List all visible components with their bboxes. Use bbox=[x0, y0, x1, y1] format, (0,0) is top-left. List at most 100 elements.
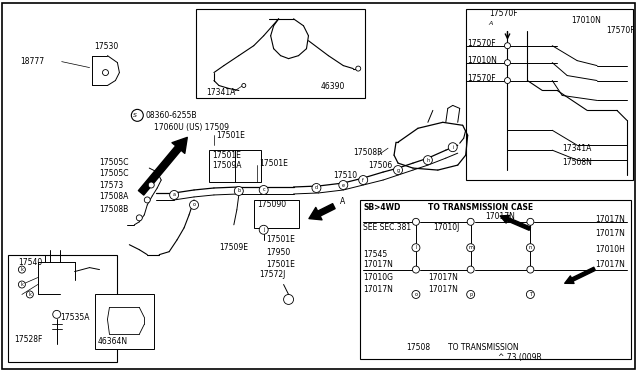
Text: 17530: 17530 bbox=[95, 42, 119, 51]
Text: 17508: 17508 bbox=[406, 343, 430, 352]
Text: 17535A: 17535A bbox=[60, 313, 89, 322]
Circle shape bbox=[259, 186, 268, 195]
Text: 17010N: 17010N bbox=[468, 56, 497, 65]
Circle shape bbox=[19, 266, 26, 273]
Text: 18777: 18777 bbox=[20, 57, 44, 66]
Text: 46364N: 46364N bbox=[97, 337, 127, 346]
Text: g: g bbox=[396, 167, 399, 173]
Text: j: j bbox=[263, 227, 264, 232]
Circle shape bbox=[504, 60, 511, 65]
Text: A: A bbox=[340, 198, 346, 206]
Circle shape bbox=[170, 190, 179, 199]
Text: 17017N: 17017N bbox=[428, 285, 458, 294]
Text: T: T bbox=[529, 292, 532, 297]
Text: 17010H: 17010H bbox=[595, 245, 625, 254]
Text: 17505C: 17505C bbox=[99, 158, 129, 167]
Text: 17508R: 17508R bbox=[353, 148, 383, 157]
Bar bbox=[8, 255, 117, 362]
Text: 17545: 17545 bbox=[364, 250, 387, 259]
Bar bbox=[196, 9, 365, 99]
Circle shape bbox=[102, 70, 108, 76]
Text: o: o bbox=[193, 202, 196, 208]
Text: 17570F: 17570F bbox=[606, 26, 635, 35]
Circle shape bbox=[234, 186, 243, 195]
Text: 17341A: 17341A bbox=[206, 88, 236, 97]
Circle shape bbox=[504, 43, 511, 49]
Text: 17501E: 17501E bbox=[212, 151, 241, 160]
Circle shape bbox=[467, 266, 474, 273]
Text: o: o bbox=[415, 292, 417, 297]
Text: 17501E: 17501E bbox=[267, 260, 296, 269]
Text: k: k bbox=[20, 282, 23, 287]
Text: 17509E: 17509E bbox=[219, 243, 248, 252]
Text: e: e bbox=[342, 183, 345, 187]
Text: h: h bbox=[426, 158, 429, 163]
Text: m: m bbox=[468, 245, 473, 250]
Circle shape bbox=[448, 143, 457, 152]
Text: TO TRANSMISSION CASE: TO TRANSMISSION CASE bbox=[428, 203, 533, 212]
Text: l: l bbox=[415, 245, 417, 250]
Circle shape bbox=[527, 218, 534, 225]
Circle shape bbox=[526, 244, 534, 252]
Text: 17017N: 17017N bbox=[486, 212, 515, 221]
Text: 17017N: 17017N bbox=[595, 215, 625, 224]
Circle shape bbox=[148, 182, 154, 188]
Text: i: i bbox=[452, 145, 454, 150]
Text: 17501E: 17501E bbox=[216, 131, 245, 140]
Circle shape bbox=[504, 77, 511, 83]
Text: 17341A: 17341A bbox=[562, 144, 591, 153]
Text: 17017N: 17017N bbox=[595, 229, 625, 238]
Text: 17572J: 17572J bbox=[259, 270, 285, 279]
Text: 17570F: 17570F bbox=[468, 74, 496, 83]
Circle shape bbox=[131, 109, 143, 121]
Circle shape bbox=[19, 281, 26, 288]
Bar bbox=[253, 200, 298, 228]
Circle shape bbox=[259, 225, 268, 234]
Circle shape bbox=[467, 291, 475, 298]
Text: 17010J: 17010J bbox=[433, 223, 460, 232]
Text: S: S bbox=[133, 113, 138, 118]
Text: 17508N: 17508N bbox=[562, 158, 592, 167]
Bar bbox=[95, 295, 154, 349]
Text: 17509A: 17509A bbox=[212, 161, 241, 170]
Circle shape bbox=[467, 244, 475, 252]
Circle shape bbox=[189, 201, 198, 209]
Circle shape bbox=[527, 266, 534, 273]
Text: ^ 73 (009R: ^ 73 (009R bbox=[497, 353, 541, 362]
Circle shape bbox=[284, 295, 294, 304]
Text: 17501E: 17501E bbox=[267, 235, 296, 244]
Circle shape bbox=[359, 176, 367, 185]
Bar bbox=[466, 9, 633, 180]
Bar bbox=[360, 200, 631, 359]
Text: f: f bbox=[362, 177, 364, 183]
Text: 08360-6255B: 08360-6255B bbox=[145, 111, 196, 120]
Circle shape bbox=[52, 310, 61, 318]
Text: 17010G: 17010G bbox=[364, 273, 393, 282]
Text: 17570F: 17570F bbox=[490, 9, 518, 18]
Text: TO TRANSMISSION: TO TRANSMISSION bbox=[448, 343, 518, 352]
Circle shape bbox=[26, 291, 33, 298]
Circle shape bbox=[136, 215, 142, 221]
Text: 17501E: 17501E bbox=[259, 158, 287, 168]
Circle shape bbox=[412, 266, 419, 273]
Circle shape bbox=[144, 197, 150, 203]
Circle shape bbox=[526, 291, 534, 298]
Text: 17010N: 17010N bbox=[571, 16, 601, 25]
Text: b: b bbox=[237, 189, 241, 193]
Text: 17017N: 17017N bbox=[364, 285, 393, 294]
Text: 17017N: 17017N bbox=[428, 273, 458, 282]
Text: 17570F: 17570F bbox=[468, 39, 496, 48]
Circle shape bbox=[356, 66, 361, 71]
Text: 17017N: 17017N bbox=[595, 260, 625, 269]
Text: 17508A: 17508A bbox=[99, 192, 129, 202]
Text: SB>4WD: SB>4WD bbox=[364, 203, 401, 212]
Text: 17505C: 17505C bbox=[99, 169, 129, 177]
Text: k: k bbox=[28, 292, 31, 297]
Circle shape bbox=[312, 183, 321, 192]
Circle shape bbox=[412, 291, 420, 298]
Text: 46390: 46390 bbox=[321, 82, 345, 91]
Text: 17060U (US) 17509: 17060U (US) 17509 bbox=[154, 123, 229, 132]
Text: 17573: 17573 bbox=[99, 180, 124, 189]
Circle shape bbox=[242, 83, 246, 87]
Text: 17528F: 17528F bbox=[14, 335, 42, 344]
